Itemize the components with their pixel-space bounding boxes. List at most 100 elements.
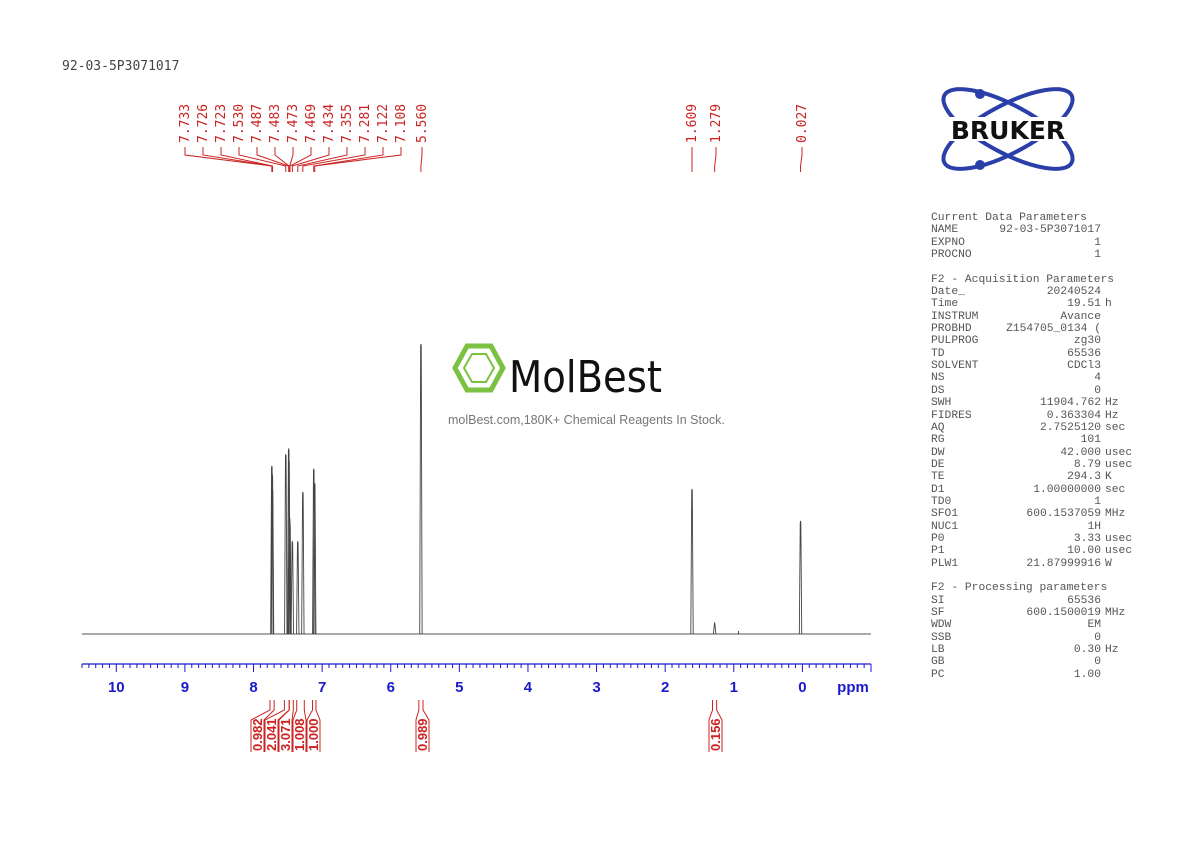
- integral-label: 0.989: [415, 718, 430, 751]
- parameter-row: DE 8.79 usec: [931, 459, 1132, 471]
- integral-bracket: [306, 700, 321, 752]
- parameter-row: TD0 1: [931, 496, 1132, 508]
- peak-label: 7.487: [250, 104, 265, 143]
- parameter-unit: [1101, 619, 1105, 631]
- parameter-unit: [1101, 656, 1105, 668]
- peak-label-leader: [314, 147, 402, 172]
- peak-label-leader: [202, 147, 273, 172]
- parameter-label: SFO1: [931, 508, 959, 521]
- spectrum-peak: [284, 454, 288, 635]
- parameter-row: PC 1.00: [931, 669, 1132, 681]
- peak-label: 7.281: [358, 104, 373, 143]
- spectrum-peak: [419, 343, 423, 635]
- parameter-row: SWH 11904.762 Hz: [931, 397, 1132, 409]
- parameter-value: 3.33: [1073, 532, 1101, 545]
- parameter-unit: [1101, 249, 1105, 261]
- integral-bracket: [250, 700, 275, 752]
- parameter-unit: [1101, 595, 1105, 607]
- parameter-row: SF 600.1500019 MHz: [931, 607, 1132, 619]
- parameter-value: 42.000: [1060, 446, 1101, 459]
- spectrum-peak: [296, 541, 300, 635]
- svg-text:MolBest: MolBest: [509, 352, 662, 403]
- parameter-label: TE: [931, 471, 945, 484]
- parameter-unit: [1101, 335, 1105, 347]
- parameter-value: 0.30: [1073, 644, 1101, 657]
- x-tick-label: 6: [387, 679, 395, 696]
- spectrum-peak: [313, 483, 317, 635]
- parameter-value: 1: [1094, 249, 1101, 262]
- parameter-unit: [1101, 372, 1105, 384]
- parameter-label: SWH: [931, 397, 952, 410]
- parameter-label: SF: [931, 607, 945, 619]
- parameter-row: Time 19.51 h: [931, 298, 1132, 310]
- spectrum-peak: [288, 523, 292, 635]
- parameter-unit: [1101, 521, 1105, 533]
- parameter-label: PLW1: [931, 557, 959, 570]
- integral-bracket: [292, 700, 307, 752]
- parameter-unit: usec: [1105, 532, 1133, 545]
- peak-label: 7.469: [304, 104, 319, 143]
- parameter-label: NUC1: [931, 520, 959, 533]
- parameter-section-heading: Current Data Parameters: [931, 212, 1087, 224]
- parameter-section: F2 - Acquisition Parameters Date_ 20240524…: [931, 274, 1132, 570]
- parameter-row: SFO1 600.1537059 MHz: [931, 508, 1132, 520]
- integral-label: 2.041: [264, 718, 279, 751]
- parameter-row: SI 65536: [931, 595, 1132, 607]
- parameter-row: PROBHD Z154705_0134 (: [931, 323, 1132, 335]
- peak-label: 7.434: [322, 104, 337, 143]
- integral-label: 1.008: [292, 718, 307, 751]
- parameter-unit: Hz: [1105, 644, 1119, 657]
- parameter-value: EM: [1087, 619, 1101, 632]
- parameter-value: 0: [1094, 656, 1101, 669]
- peak-label-leader: [420, 147, 423, 172]
- integral-label: 1.000: [306, 718, 321, 751]
- parameter-unit: [1101, 434, 1105, 446]
- peak-label: 7.355: [340, 104, 355, 143]
- peak-label: 0.027: [795, 104, 810, 143]
- parameter-unit: [1101, 348, 1105, 360]
- parameter-value: 8.79: [1073, 458, 1101, 471]
- x-tick-label: 3: [592, 679, 600, 696]
- parameter-section: F2 - Processing parameters SI 65536 SF 600.1…: [931, 582, 1132, 681]
- peak-label: 7.530: [232, 104, 247, 143]
- x-tick-label: 4: [524, 679, 533, 696]
- parameter-label: WDW: [931, 619, 952, 632]
- parameter-label: EXPNO: [931, 236, 965, 249]
- parameter-unit: [1101, 669, 1105, 681]
- parameter-value: CDCl3: [1067, 360, 1101, 373]
- parameter-row: INSTRUM Avance: [931, 311, 1132, 323]
- parameter-label: DE: [931, 458, 945, 471]
- parameter-row: SOLVENT CDCl3: [931, 360, 1132, 372]
- parameter-row: P0 3.33 usec: [931, 533, 1132, 545]
- peak-label: 7.733: [178, 104, 193, 143]
- parameter-row: AQ 2.7525120 sec: [931, 422, 1132, 434]
- parameter-value: 0: [1094, 631, 1101, 644]
- integral-label: 0.156: [708, 718, 723, 751]
- parameter-unit: sec: [1105, 483, 1126, 496]
- parameter-unit: usec: [1105, 545, 1133, 558]
- parameter-row: DS 0: [931, 385, 1132, 397]
- integral-label: 0.982: [250, 718, 265, 751]
- peak-label-leader: [302, 147, 366, 172]
- x-tick-label: 10: [108, 679, 125, 696]
- parameter-value: 65536: [1067, 594, 1101, 607]
- integral-bracket: [278, 700, 294, 752]
- spectrum-peak: [712, 622, 717, 635]
- parameter-value: 0: [1094, 384, 1101, 397]
- parameter-section: Current Data Parameters NAME 92-03-5P30710…: [931, 212, 1132, 261]
- parameter-row: DW 42.000 usec: [931, 447, 1132, 459]
- watermark-tagline: molBest.com,180K+ Chemical Reagents In S…: [448, 413, 725, 427]
- peak-label-leader: [714, 147, 717, 172]
- parameter-label: Time: [931, 298, 959, 311]
- parameter-row: NS 4: [931, 372, 1132, 384]
- parameter-value: zg30: [1073, 335, 1101, 348]
- parameter-row: Date_ 20240524: [931, 286, 1132, 298]
- parameter-value: 1: [1094, 495, 1101, 508]
- peak-label-leader: [220, 147, 274, 172]
- parameter-unit: [1101, 360, 1105, 372]
- parameter-row: SSB 0: [931, 632, 1132, 644]
- parameter-value: Avance: [1060, 310, 1101, 323]
- parameter-label: SSB: [931, 631, 952, 644]
- parameter-row: WDW EM: [931, 619, 1132, 631]
